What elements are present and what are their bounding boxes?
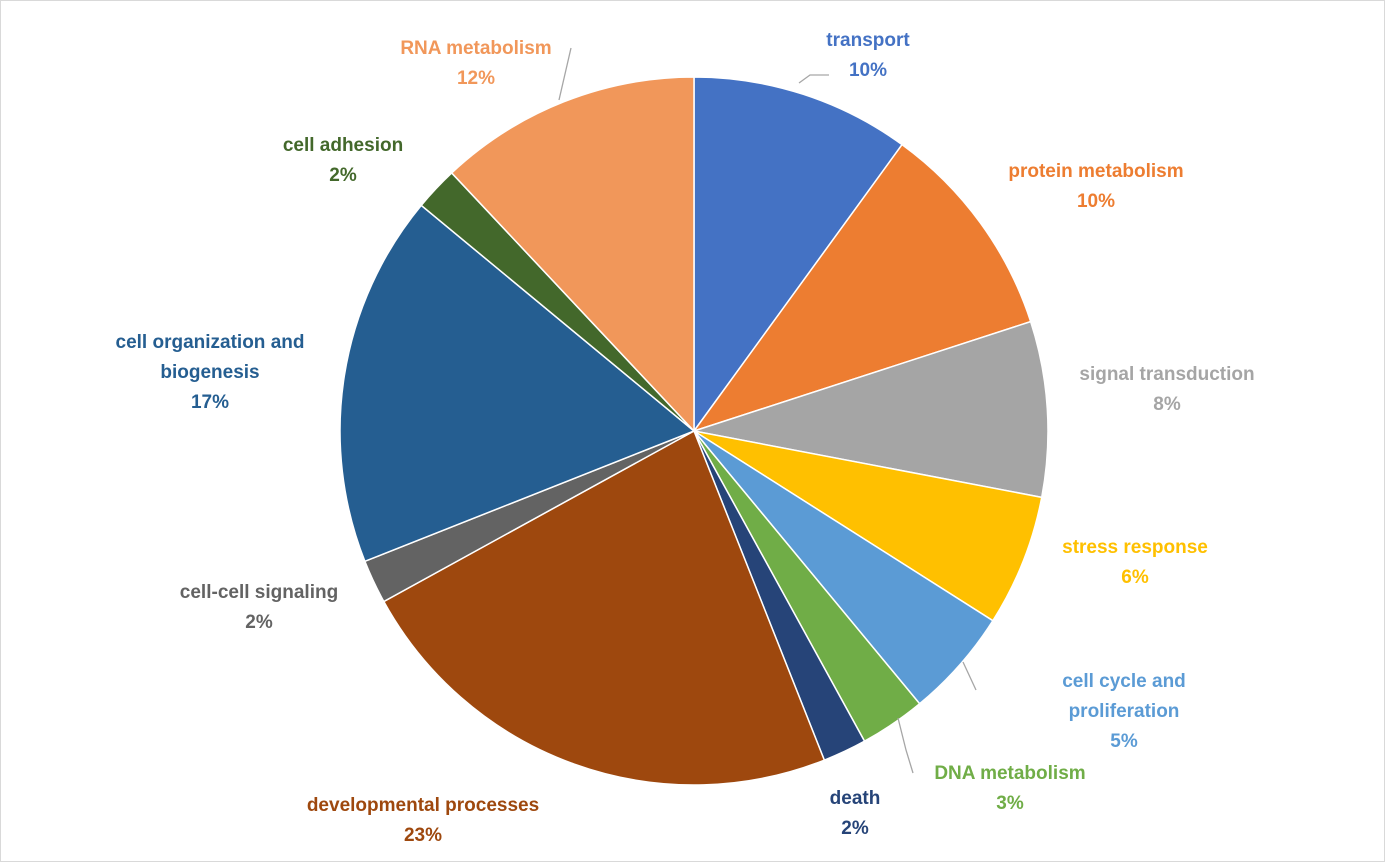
data-label-rna-metabolism: RNA metabolism 12% <box>400 38 551 89</box>
data-label-percent: 3% <box>996 793 1024 814</box>
data-label-category: death <box>830 788 881 809</box>
leader-line <box>559 48 571 100</box>
leader-line <box>898 718 913 773</box>
data-label-dna-metabolism: DNA metabolism 3% <box>934 763 1085 814</box>
data-label-category: signal transduction <box>1079 364 1254 385</box>
data-label-transport: transport 10% <box>826 30 910 81</box>
data-label-death: death 2% <box>830 788 881 839</box>
data-label-category: developmental processes <box>307 795 539 816</box>
data-label-percent: 5% <box>1110 731 1138 752</box>
data-label-cell-cycle-and-proliferation: cell cycle and proliferation 5% <box>1062 671 1186 752</box>
data-label-stress-response: stress response 6% <box>1062 537 1208 588</box>
data-label-category: cell organization and <box>116 332 305 353</box>
data-label-cell-cell-signaling: cell-cell signaling 2% <box>180 582 338 633</box>
data-label-percent: 2% <box>245 612 273 633</box>
data-label-percent: 8% <box>1153 394 1181 415</box>
data-label-percent: 10% <box>849 60 887 81</box>
data-label-protein-metabolism: protein metabolism 10% <box>1008 161 1183 212</box>
data-label-cell-adhesion: cell adhesion 2% <box>283 135 403 186</box>
data-label-percent: 23% <box>404 825 442 846</box>
data-label-category: RNA metabolism <box>400 38 551 59</box>
data-label-percent: 2% <box>841 818 869 839</box>
data-label-category: transport <box>826 30 910 51</box>
leader-line <box>799 75 829 83</box>
data-label-category: cell-cell signaling <box>180 582 338 603</box>
data-label-percent: 17% <box>191 392 229 413</box>
leader-line <box>963 662 976 690</box>
data-label-category: cell cycle and <box>1062 671 1186 692</box>
data-label-percent: 2% <box>329 165 357 186</box>
data-label-cell-organization-and-biogenesis: cell organization and biogenesis 17% <box>116 332 305 413</box>
data-label-percent: 6% <box>1121 567 1149 588</box>
data-label-percent: 10% <box>1077 191 1115 212</box>
data-label-category: DNA metabolism <box>934 763 1085 784</box>
data-label-category: protein metabolism <box>1008 161 1183 182</box>
data-label-category: cell adhesion <box>283 135 403 156</box>
pie-slices <box>340 77 1048 785</box>
data-label-category: stress response <box>1062 537 1208 558</box>
data-label-category: proliferation <box>1069 701 1180 722</box>
data-label-category: biogenesis <box>160 362 259 383</box>
data-label-developmental-processes: developmental processes 23% <box>307 795 539 846</box>
data-label-signal-transduction: signal transduction 8% <box>1079 364 1254 415</box>
data-label-percent: 12% <box>457 68 495 89</box>
